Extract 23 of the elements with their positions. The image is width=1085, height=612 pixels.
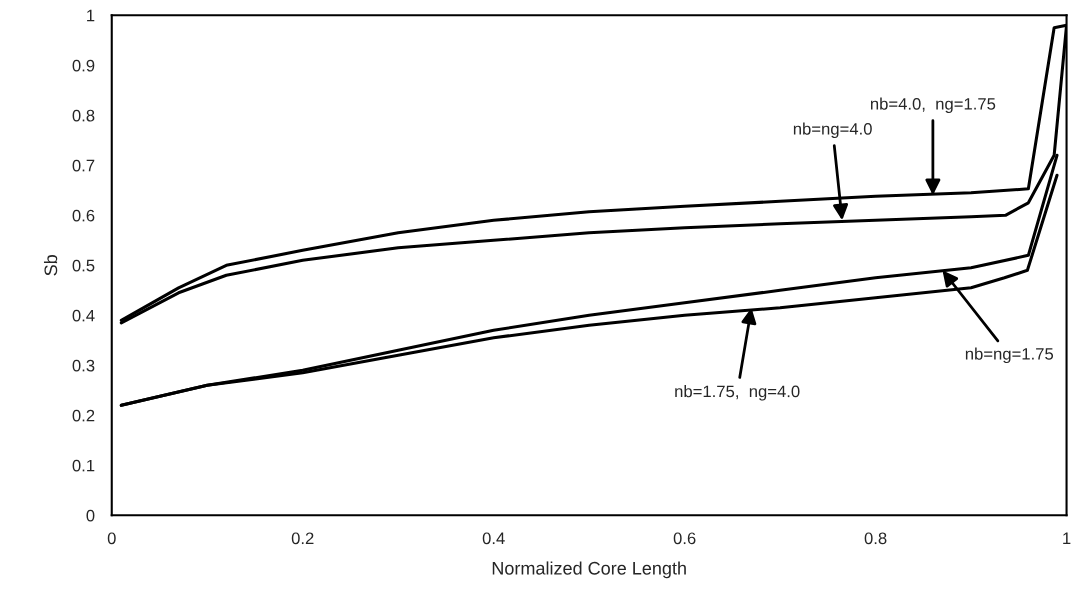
x-tick-label: 0.8 [864, 532, 887, 545]
x-tick-label: 0 [107, 532, 116, 545]
x-tick-label: 0.2 [291, 532, 314, 545]
y-tick-label: 0.9 [72, 59, 95, 72]
y-tick-label: 0.3 [72, 359, 95, 372]
x-tick-label: 1 [1063, 532, 1071, 545]
y-tick-label: 0.5 [72, 259, 95, 272]
x-axis-title: Normalized Core Length [492, 561, 686, 579]
y-tick-label: 0.1 [72, 459, 95, 472]
y-tick-label: 0.2 [72, 409, 95, 422]
x-tick-label: 0.4 [482, 532, 505, 545]
y-tick-label: 1 [87, 9, 95, 22]
x-tick-label: 0.6 [673, 532, 696, 545]
annotation: nb=4.0, ng=1.75 [870, 97, 996, 114]
y-tick-label: 0 [86, 509, 95, 522]
y-tick-label: 0.7 [72, 159, 95, 172]
y-tick-label: 0.6 [72, 209, 95, 222]
y-tick-label: 0.4 [72, 309, 95, 322]
annotation: nb=ng=4.0 [793, 122, 872, 139]
y-axis-title: Sb [43, 255, 58, 276]
annotation: nb=1.75, ng=4.0 [675, 385, 800, 401]
y-tick-label: 0.8 [72, 109, 95, 122]
annotation: nb=ng=1.75 [965, 347, 1054, 364]
